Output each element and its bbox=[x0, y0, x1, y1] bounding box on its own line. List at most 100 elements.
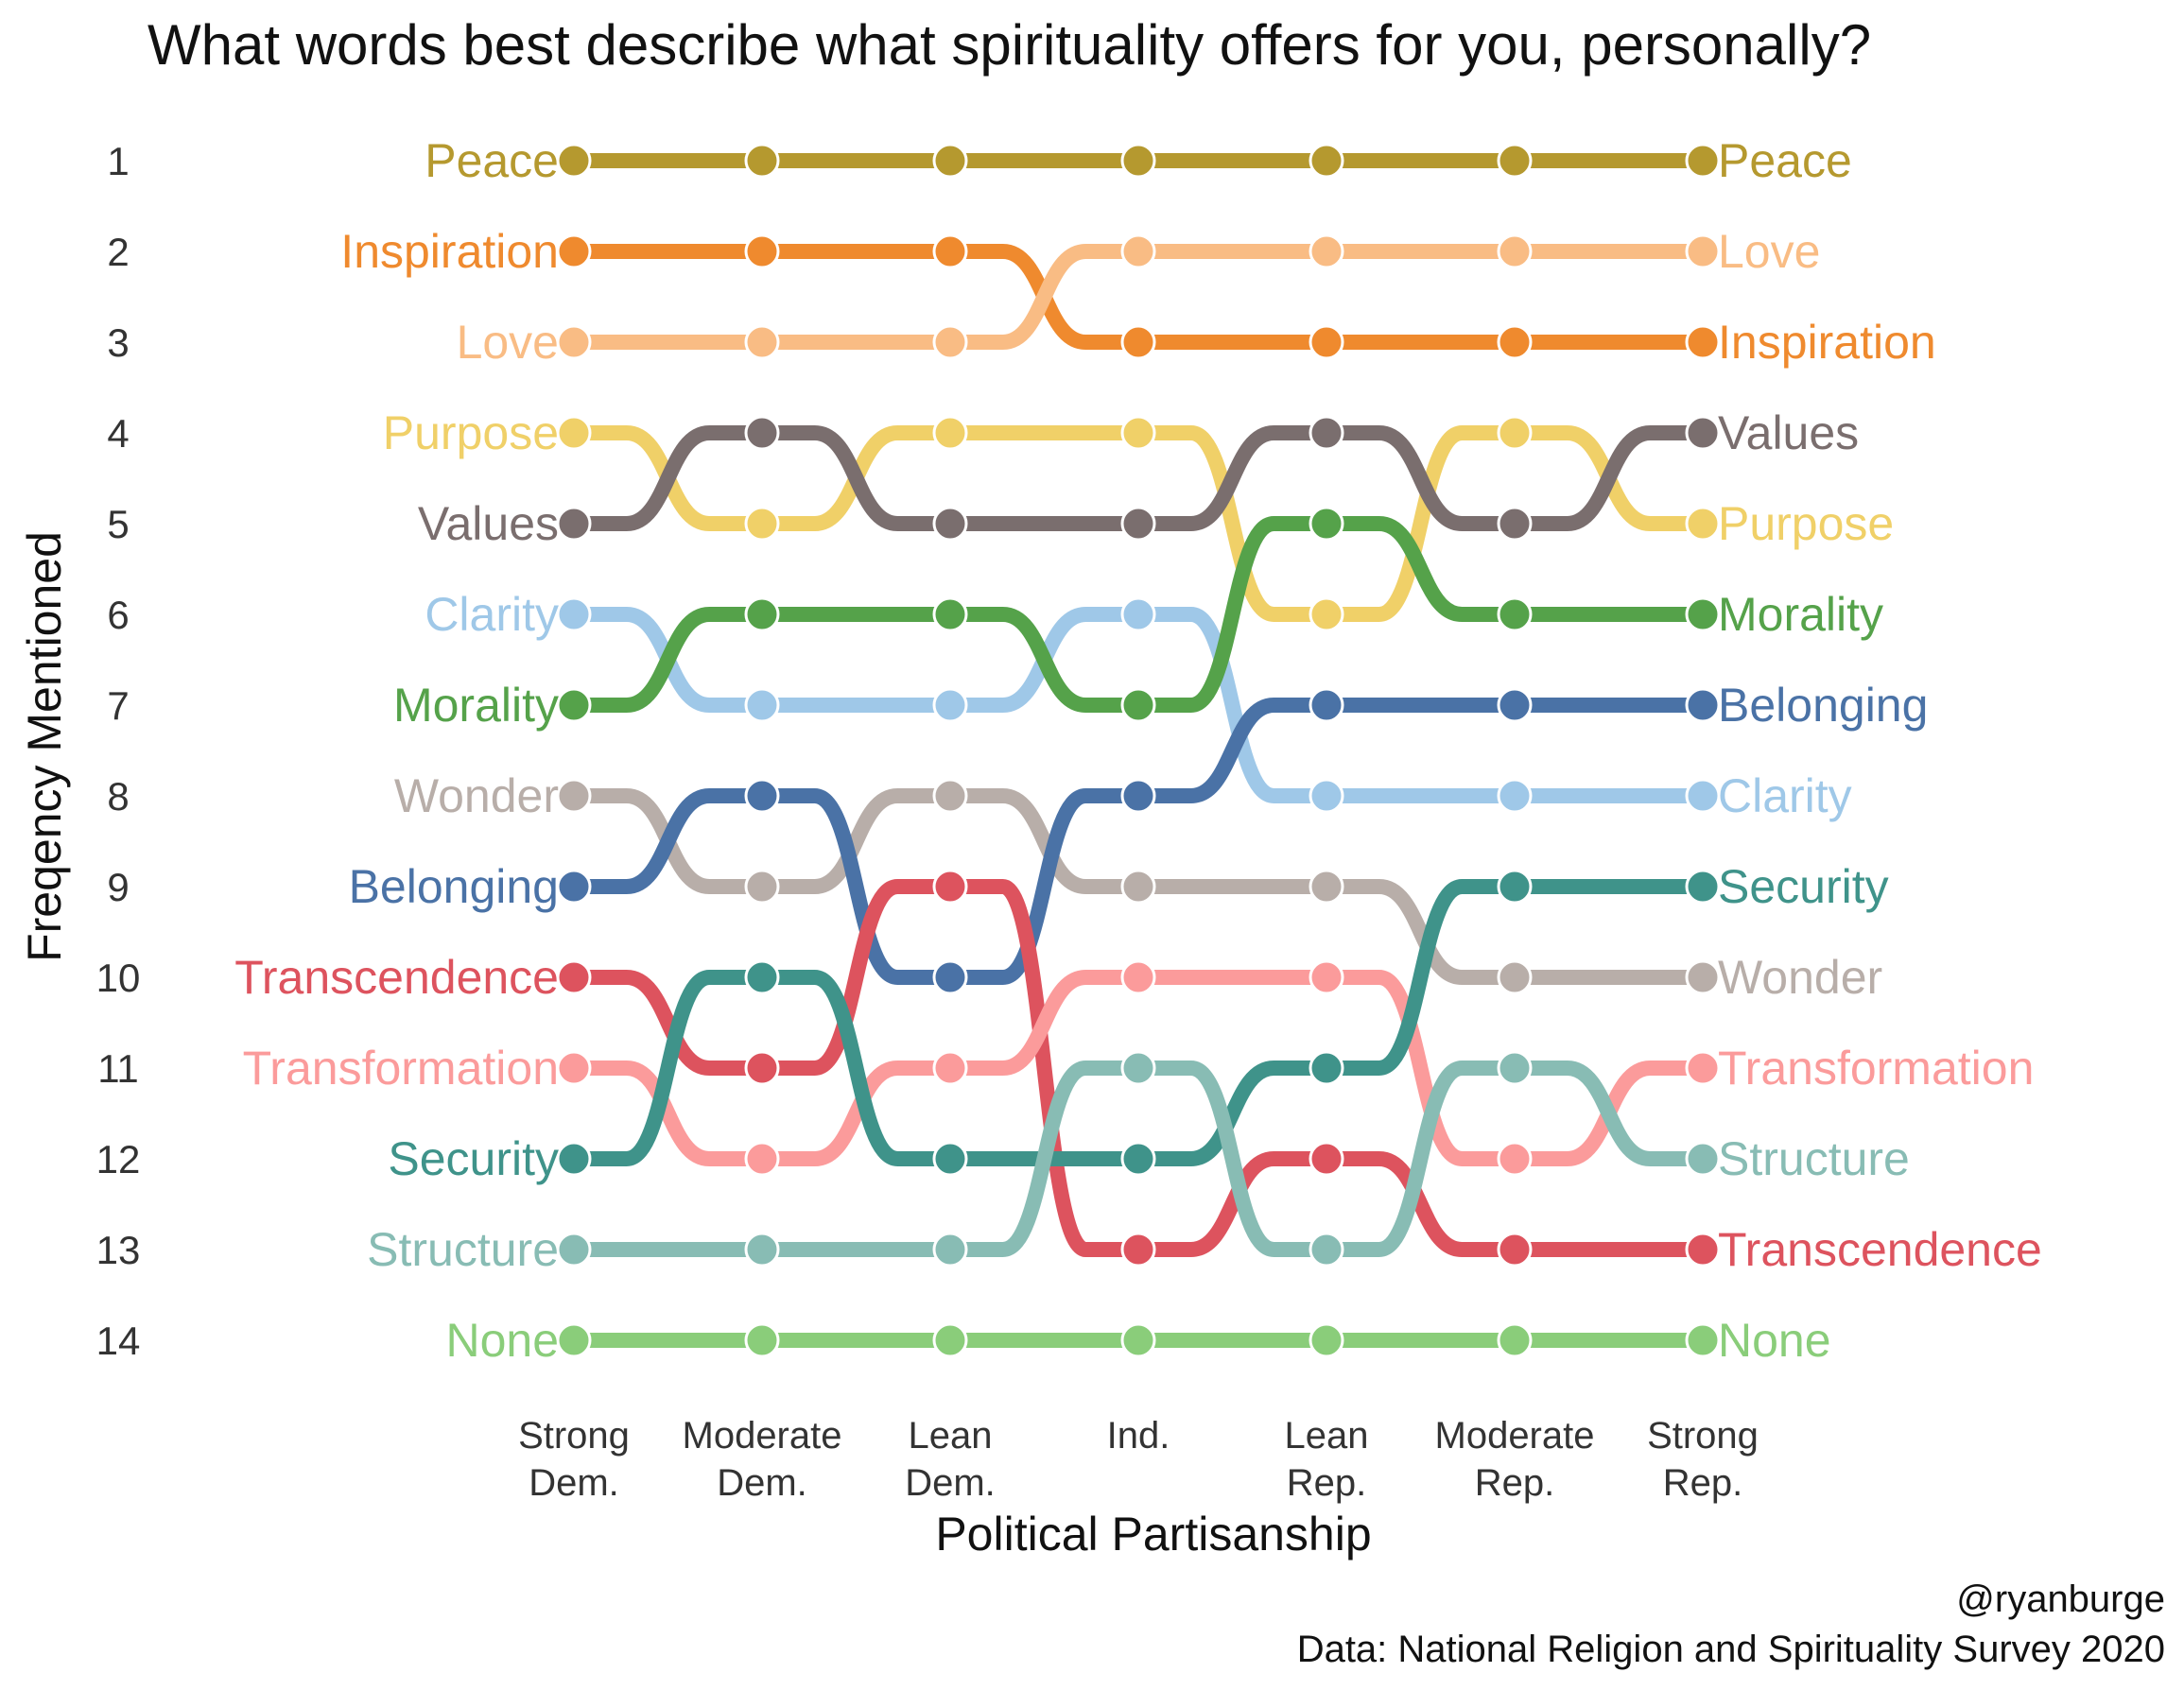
point-purpose-2 bbox=[932, 415, 968, 451]
left-label-wonder: Wonder bbox=[394, 769, 559, 822]
point-none-3 bbox=[1120, 1322, 1156, 1358]
left-label-none: None bbox=[445, 1314, 559, 1367]
point-peace-2 bbox=[932, 143, 968, 179]
point-morality-5 bbox=[1497, 596, 1533, 632]
series-points bbox=[556, 143, 1721, 1358]
rank-label-9: 9 bbox=[107, 865, 129, 909]
point-inspiration-6 bbox=[1685, 324, 1721, 360]
x-tick-4-line-0: Lean bbox=[1285, 1415, 1369, 1457]
point-purpose-5 bbox=[1497, 415, 1533, 451]
point-transformation-4 bbox=[1309, 959, 1344, 995]
series-line-love bbox=[566, 244, 1710, 350]
point-wonder-3 bbox=[1120, 869, 1156, 905]
x-tick-4-line-1: Rep. bbox=[1287, 1462, 1367, 1504]
point-values-2 bbox=[932, 506, 968, 542]
right-label-transformation: Transformation bbox=[1718, 1042, 2034, 1095]
right-label-structure: Structure bbox=[1718, 1132, 1910, 1185]
rank-label-3: 3 bbox=[107, 320, 129, 365]
right-label-morality: Morality bbox=[1718, 588, 1883, 641]
point-structure-6 bbox=[1685, 1141, 1721, 1177]
point-none-0 bbox=[556, 1322, 592, 1358]
right-label-love: Love bbox=[1718, 225, 1820, 278]
point-inspiration-2 bbox=[932, 233, 968, 269]
point-transcendence-2 bbox=[932, 869, 968, 905]
point-clarity-4 bbox=[1309, 778, 1344, 814]
point-belonging-3 bbox=[1120, 778, 1156, 814]
point-belonging-1 bbox=[744, 778, 780, 814]
point-none-6 bbox=[1685, 1322, 1721, 1358]
point-purpose-4 bbox=[1309, 596, 1344, 632]
left-label-morality: Morality bbox=[393, 679, 559, 732]
point-inspiration-1 bbox=[744, 233, 780, 269]
point-security-0 bbox=[556, 1141, 592, 1177]
credit-text: @ryanburge bbox=[1956, 1578, 2165, 1620]
left-labels: Peace Inspiration Love Purpose Values Clarity… bbox=[234, 134, 559, 1367]
point-security-1 bbox=[744, 959, 780, 995]
point-security-3 bbox=[1120, 1141, 1156, 1177]
left-label-transformation: Transformation bbox=[243, 1042, 559, 1095]
series-line-morality bbox=[566, 516, 1710, 713]
point-none-5 bbox=[1497, 1322, 1533, 1358]
rank-label-12: 12 bbox=[96, 1137, 141, 1181]
left-label-clarity: Clarity bbox=[425, 588, 559, 641]
x-tick-0-line-0: Strong bbox=[518, 1415, 630, 1457]
rank-label-14: 14 bbox=[96, 1319, 141, 1363]
point-peace-5 bbox=[1497, 143, 1533, 179]
right-label-inspiration: Inspiration bbox=[1718, 316, 1936, 369]
point-structure-2 bbox=[932, 1232, 968, 1268]
point-values-3 bbox=[1120, 506, 1156, 542]
x-tick-1-line-0: Moderate bbox=[683, 1415, 842, 1457]
point-wonder-5 bbox=[1497, 959, 1533, 995]
source-text: Data: National Religion and Spirituality… bbox=[1297, 1629, 2165, 1670]
right-labels: Peace Inspiration Love Purpose Values Clarity… bbox=[1718, 134, 2042, 1367]
left-label-belonging: Belonging bbox=[349, 860, 559, 913]
right-label-none: None bbox=[1718, 1314, 1831, 1367]
point-transcendence-6 bbox=[1685, 1232, 1721, 1268]
point-clarity-0 bbox=[556, 596, 592, 632]
series-line-security bbox=[566, 879, 1710, 1166]
point-structure-1 bbox=[744, 1232, 780, 1268]
point-love-5 bbox=[1497, 233, 1533, 269]
point-values-6 bbox=[1685, 415, 1721, 451]
x-axis-label: Political Partisanship bbox=[935, 1508, 1371, 1561]
x-tick-2-line-1: Dem. bbox=[905, 1462, 996, 1504]
point-transformation-3 bbox=[1120, 959, 1156, 995]
left-label-inspiration: Inspiration bbox=[340, 225, 559, 278]
rank-label-6: 6 bbox=[107, 593, 129, 637]
point-security-2 bbox=[932, 1141, 968, 1177]
point-morality-4 bbox=[1309, 506, 1344, 542]
point-structure-3 bbox=[1120, 1050, 1156, 1086]
left-label-peace: Peace bbox=[425, 134, 559, 187]
y-axis-label: Freqency Mentioned bbox=[18, 531, 71, 962]
point-love-4 bbox=[1309, 233, 1344, 269]
point-transcendence-4 bbox=[1309, 1141, 1344, 1177]
series-line-wonder bbox=[566, 788, 1710, 985]
point-purpose-0 bbox=[556, 415, 592, 451]
point-purpose-1 bbox=[744, 506, 780, 542]
x-tick-3-line-0: Ind. bbox=[1107, 1415, 1170, 1457]
point-inspiration-4 bbox=[1309, 324, 1344, 360]
point-clarity-5 bbox=[1497, 778, 1533, 814]
x-tick-0-line-1: Dem. bbox=[529, 1462, 619, 1504]
series-line-values bbox=[566, 425, 1710, 531]
x-tick-5-line-0: Moderate bbox=[1435, 1415, 1595, 1457]
point-belonging-4 bbox=[1309, 687, 1344, 723]
x-tick-6-line-0: Strong bbox=[1647, 1415, 1759, 1457]
right-label-transcendence: Transcendence bbox=[1718, 1223, 2042, 1276]
point-transformation-5 bbox=[1497, 1141, 1533, 1177]
point-none-1 bbox=[744, 1322, 780, 1358]
point-transcendence-0 bbox=[556, 959, 592, 995]
right-label-security: Security bbox=[1718, 860, 1889, 913]
point-transcendence-5 bbox=[1497, 1232, 1533, 1268]
series-line-purpose bbox=[566, 425, 1710, 622]
x-tick-1-line-1: Dem. bbox=[717, 1462, 807, 1504]
point-wonder-2 bbox=[932, 778, 968, 814]
point-belonging-5 bbox=[1497, 687, 1533, 723]
series-line-belonging bbox=[566, 698, 1710, 985]
rank-label-13: 13 bbox=[96, 1228, 141, 1272]
point-transcendence-1 bbox=[744, 1050, 780, 1086]
point-love-0 bbox=[556, 324, 592, 360]
point-none-4 bbox=[1309, 1322, 1344, 1358]
point-values-4 bbox=[1309, 415, 1344, 451]
